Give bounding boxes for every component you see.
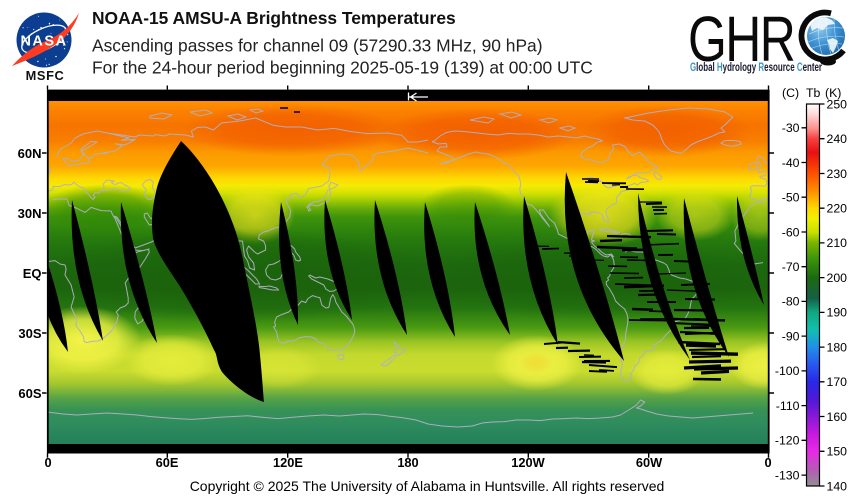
svg-text:60N: 60N [18, 146, 42, 161]
svg-text:60S: 60S [18, 386, 41, 401]
svg-text:(C): (C) [782, 86, 799, 100]
svg-text:150: 150 [827, 445, 848, 459]
svg-text:210: 210 [827, 236, 848, 250]
svg-text:-80: -80 [782, 295, 800, 309]
svg-text:Ascending passes for channel 0: Ascending passes for channel 09 (57290.3… [92, 36, 543, 56]
svg-text:170: 170 [827, 375, 848, 389]
svg-text:Global Hydrology Resource Cent: Global Hydrology Resource Center [690, 60, 822, 74]
svg-text:200: 200 [827, 271, 848, 285]
svg-text:Copyright © 2025 The Universit: Copyright © 2025 The University of Alaba… [190, 478, 665, 494]
svg-text:NOAA-15 AMSU-A Brightness Temp: NOAA-15 AMSU-A Brightness Temperatures [92, 8, 456, 28]
svg-text:-100: -100 [775, 364, 800, 378]
svg-text:MSFC: MSFC [26, 68, 65, 83]
svg-text:180: 180 [827, 340, 848, 354]
svg-text:30N: 30N [18, 206, 42, 221]
svg-text:-50: -50 [782, 191, 800, 205]
svg-text:Tb: Tb [806, 86, 821, 100]
svg-text:0: 0 [44, 455, 51, 470]
svg-text:220: 220 [827, 202, 848, 216]
svg-text:250: 250 [827, 97, 848, 111]
svg-text:120E: 120E [273, 455, 303, 470]
svg-text:230: 230 [827, 167, 848, 181]
svg-text:-90: -90 [782, 329, 800, 343]
svg-text:For the 24-hour period beginni: For the 24-hour period beginning 2025-05… [92, 58, 593, 78]
svg-text:60W: 60W [636, 455, 663, 470]
svg-text:180: 180 [397, 455, 418, 470]
svg-text:-30: -30 [782, 121, 800, 135]
svg-text:160: 160 [827, 410, 848, 424]
svg-text:240: 240 [827, 132, 848, 146]
svg-text:EQ: EQ [23, 266, 42, 281]
svg-text:NASA: NASA [20, 34, 67, 50]
svg-text:60E: 60E [156, 455, 179, 470]
svg-text:140: 140 [827, 479, 848, 493]
svg-text:GHR: GHR [688, 4, 794, 75]
svg-text:190: 190 [827, 306, 848, 320]
svg-text:120W: 120W [511, 455, 545, 470]
svg-text:0: 0 [764, 455, 771, 470]
svg-text:-60: -60 [782, 225, 800, 239]
svg-text:-110: -110 [776, 399, 800, 413]
svg-text:-40: -40 [782, 156, 800, 170]
svg-text:(K): (K) [825, 86, 841, 100]
svg-text:30S: 30S [18, 326, 41, 341]
svg-text:-130: -130 [775, 468, 800, 482]
svg-text:-70: -70 [782, 260, 800, 274]
svg-text:-120: -120 [775, 434, 800, 448]
